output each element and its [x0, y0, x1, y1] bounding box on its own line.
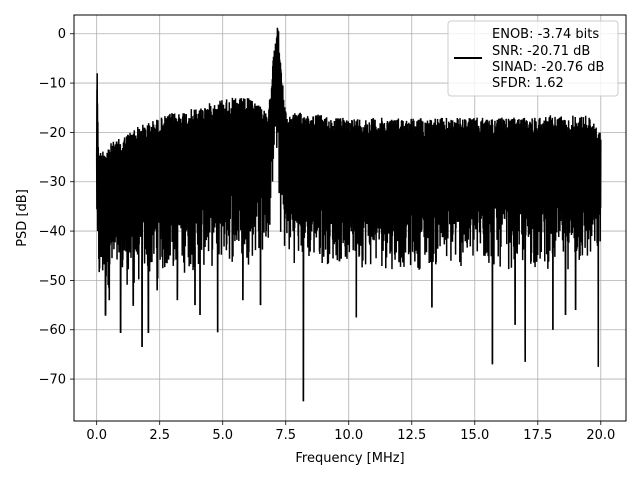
plot-area — [95, 27, 602, 402]
plot-frame — [73, 14, 627, 422]
x-tick-label: 5.0 — [212, 428, 233, 443]
x-axis-label: Frequency [MHz] — [295, 451, 404, 466]
y-tick-label: −50 — [39, 274, 66, 289]
y-tick-label: −30 — [39, 175, 66, 190]
y-tick-label: −40 — [39, 225, 66, 240]
x-axis-ticks: 0.0 2.5 5.0 7.5 10.0 12.5 15.0 17.5 20.0 — [86, 421, 615, 443]
x-tick-label: 2.5 — [149, 428, 170, 443]
y-tick-label: −60 — [39, 323, 66, 338]
legend: ENOB: -3.74 bits SNR: -20.71 dB SINAD: -… — [447, 20, 619, 97]
legend-line-1: ENOB: -3.74 bits — [492, 27, 599, 42]
y-tick-label: −20 — [39, 126, 66, 141]
y-tick-label: −10 — [39, 77, 66, 92]
legend-line-4: SFDR: 1.62 — [492, 76, 564, 91]
legend-line-3: SINAD: -20.76 dB — [492, 60, 604, 75]
psd-trace — [95, 27, 602, 402]
y-tick-label: 0 — [58, 27, 66, 42]
x-tick-label: 20.0 — [586, 428, 615, 443]
x-tick-label: 7.5 — [275, 428, 296, 443]
x-tick-label: 10.0 — [334, 428, 363, 443]
legend-box — [447, 20, 619, 97]
series-psd — [95, 27, 602, 402]
x-tick-label: 12.5 — [397, 428, 426, 443]
y-axis-ticks: 0 −10 −20 −30 −40 −50 −60 −70 — [39, 27, 74, 388]
x-tick-label: 15.0 — [460, 428, 489, 443]
x-tick-label: 0.0 — [86, 428, 107, 443]
x-tick-label: 17.5 — [523, 428, 552, 443]
y-axis-label: PSD [dB] — [15, 189, 30, 247]
dc-spur — [95, 73, 99, 232]
y-tick-label: −70 — [39, 373, 66, 388]
legend-line-2: SNR: -20.71 dB — [492, 44, 590, 59]
